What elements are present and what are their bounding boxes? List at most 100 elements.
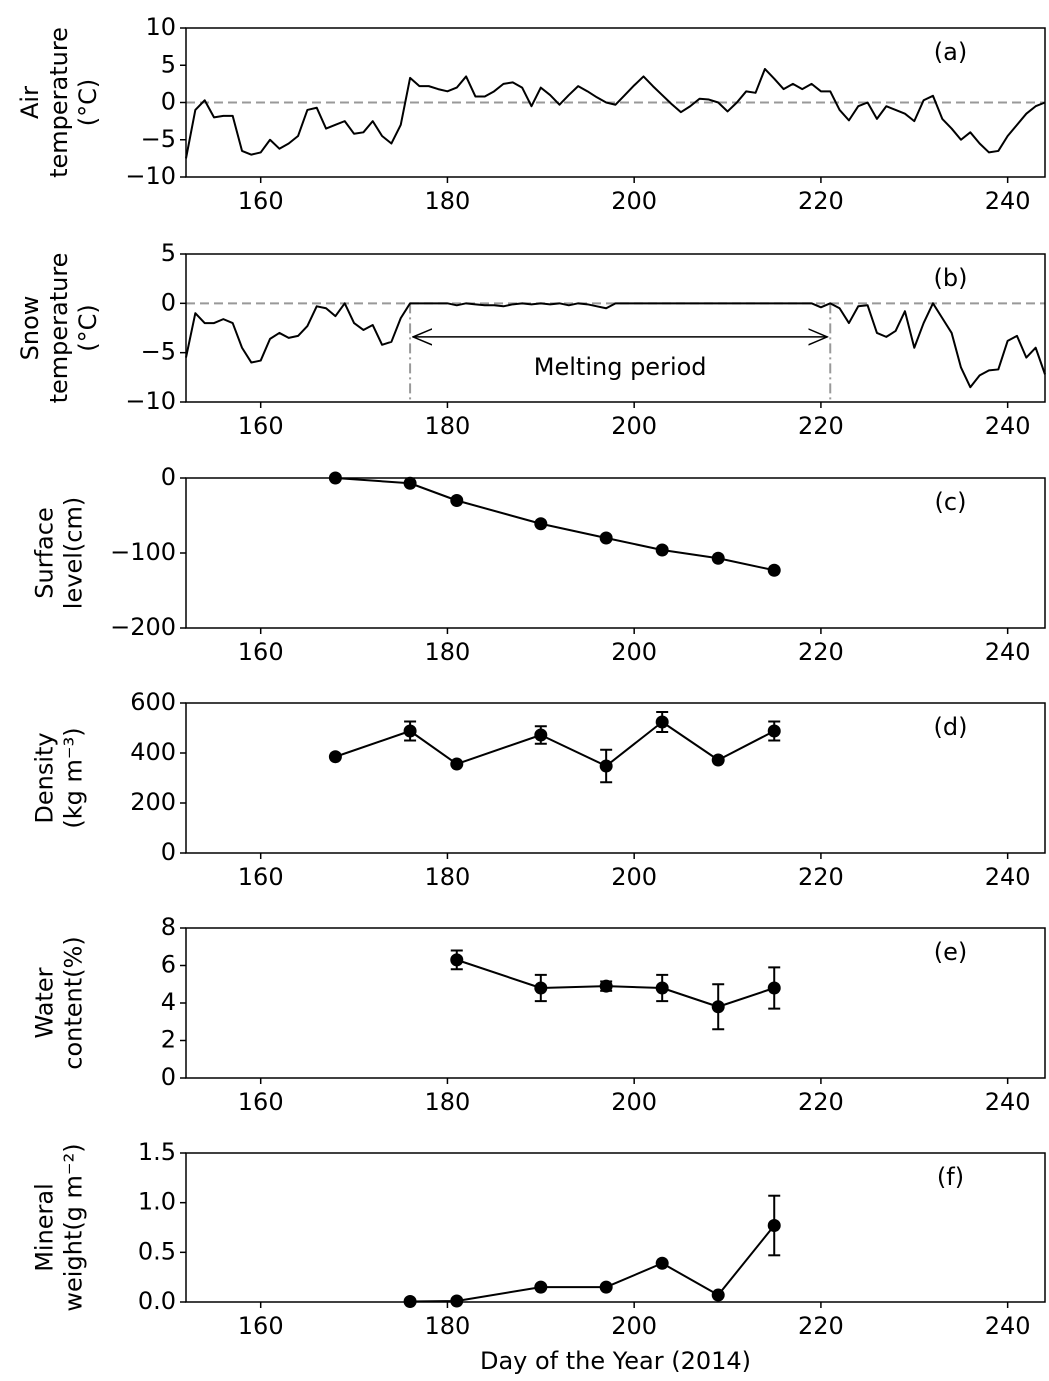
data-point (534, 728, 548, 742)
plot-frame (185, 702, 1046, 854)
x-tick-label: 160 (238, 1312, 284, 1340)
y-tick-label: −200 (110, 613, 176, 641)
data-point (534, 517, 548, 531)
data-point (534, 1280, 548, 1294)
y-tick-label: 8 (161, 913, 176, 941)
data-point (599, 531, 613, 545)
x-tick-label: 180 (425, 1312, 471, 1340)
x-tick-label: 200 (611, 1088, 657, 1116)
x-tick-label: 240 (985, 187, 1031, 215)
x-tick-label: 200 (611, 412, 657, 440)
y-tick-label: 0 (161, 88, 176, 116)
x-tick-label: 220 (798, 1312, 844, 1340)
data-line (335, 477, 775, 572)
y-axis-label: Mineral (31, 1183, 59, 1272)
y-tick-label: 600 (130, 688, 176, 716)
melting-label: Melting period (534, 353, 707, 381)
plot-frame (185, 477, 1046, 629)
x-axis-label: Day of the Year (2014) (480, 1347, 751, 1375)
data-point (655, 543, 669, 557)
x-tick-label: 200 (611, 187, 657, 215)
data-point (767, 981, 781, 995)
data-point (450, 494, 464, 507)
data-point (655, 981, 669, 995)
y-axis-label: temperature (45, 253, 73, 404)
data-point (711, 1288, 725, 1302)
y-tick-label: −5 (141, 338, 176, 366)
y-tick-label: −10 (125, 387, 176, 415)
y-axis-label: level(cm) (60, 497, 88, 609)
x-tick-label: 220 (798, 187, 844, 215)
data-point (534, 981, 548, 995)
data-point (450, 1294, 464, 1308)
y-tick-label: 6 (161, 951, 176, 979)
x-tick-label: 180 (425, 187, 471, 215)
y-axis-label: Snow (16, 296, 44, 361)
panel-label: (d) (934, 713, 968, 741)
data-point (403, 476, 417, 490)
y-tick-label: 0 (161, 1063, 176, 1091)
data-point (403, 724, 417, 738)
y-tick-label: 10 (145, 13, 176, 41)
y-tick-label: 1.0 (138, 1188, 176, 1216)
data-point (655, 1256, 669, 1270)
plot-frame (185, 927, 1046, 1079)
panel-label: (a) (934, 38, 967, 66)
data-line (185, 302, 1046, 389)
y-tick-label: 5 (161, 239, 176, 267)
data-point (328, 750, 342, 764)
plot-frame (185, 1152, 1046, 1303)
y-tick-label: 2 (161, 1026, 176, 1054)
x-tick-label: 240 (985, 638, 1031, 666)
plot-frame (185, 253, 1046, 403)
y-axis-label: temperature (45, 27, 73, 178)
data-point (450, 953, 464, 967)
data-point (711, 1000, 725, 1014)
x-tick-label: 220 (798, 863, 844, 891)
y-axis-label: content(%) (60, 936, 88, 1069)
x-tick-label: 220 (798, 412, 844, 440)
y-tick-label: 0.5 (138, 1237, 176, 1265)
data-point (711, 551, 725, 565)
data-point (655, 715, 669, 729)
data-point (767, 724, 781, 738)
x-tick-label: 240 (985, 412, 1031, 440)
y-tick-label: 0 (161, 463, 176, 491)
y-tick-label: −100 (110, 538, 176, 566)
x-tick-label: 240 (985, 1312, 1031, 1340)
y-axis-label: Surface (31, 507, 59, 598)
y-axis-label: weight(g m⁻²) (60, 1143, 88, 1311)
data-point (767, 563, 781, 577)
x-tick-label: 180 (425, 638, 471, 666)
panel-label: (c) (935, 488, 967, 516)
y-axis-label: (°C) (74, 304, 102, 351)
x-tick-label: 220 (798, 1088, 844, 1116)
x-tick-label: 160 (238, 638, 284, 666)
x-tick-label: 220 (798, 638, 844, 666)
y-tick-label: 400 (130, 738, 176, 766)
data-point (599, 1280, 613, 1294)
y-tick-label: 0 (161, 838, 176, 866)
x-tick-label: 200 (611, 863, 657, 891)
data-line (185, 67, 1046, 159)
x-tick-label: 160 (238, 412, 284, 440)
x-tick-label: 200 (611, 638, 657, 666)
x-tick-label: 180 (425, 863, 471, 891)
y-axis-label: (°C) (74, 79, 102, 126)
y-tick-label: −10 (125, 162, 176, 190)
data-point (711, 753, 725, 767)
y-tick-label: 0 (161, 288, 176, 316)
data-point (599, 979, 613, 993)
x-tick-label: 160 (238, 187, 284, 215)
data-point (767, 1219, 781, 1233)
y-tick-label: 200 (130, 788, 176, 816)
data-point (450, 757, 464, 771)
data-point (599, 759, 613, 773)
y-axis-label: Air (16, 86, 44, 119)
panel-label: (b) (934, 264, 968, 292)
y-axis-label: (kg m⁻³) (60, 727, 88, 828)
y-axis-label: Water (31, 967, 59, 1038)
panel-label: (f) (937, 1163, 964, 1191)
x-tick-label: 180 (425, 412, 471, 440)
